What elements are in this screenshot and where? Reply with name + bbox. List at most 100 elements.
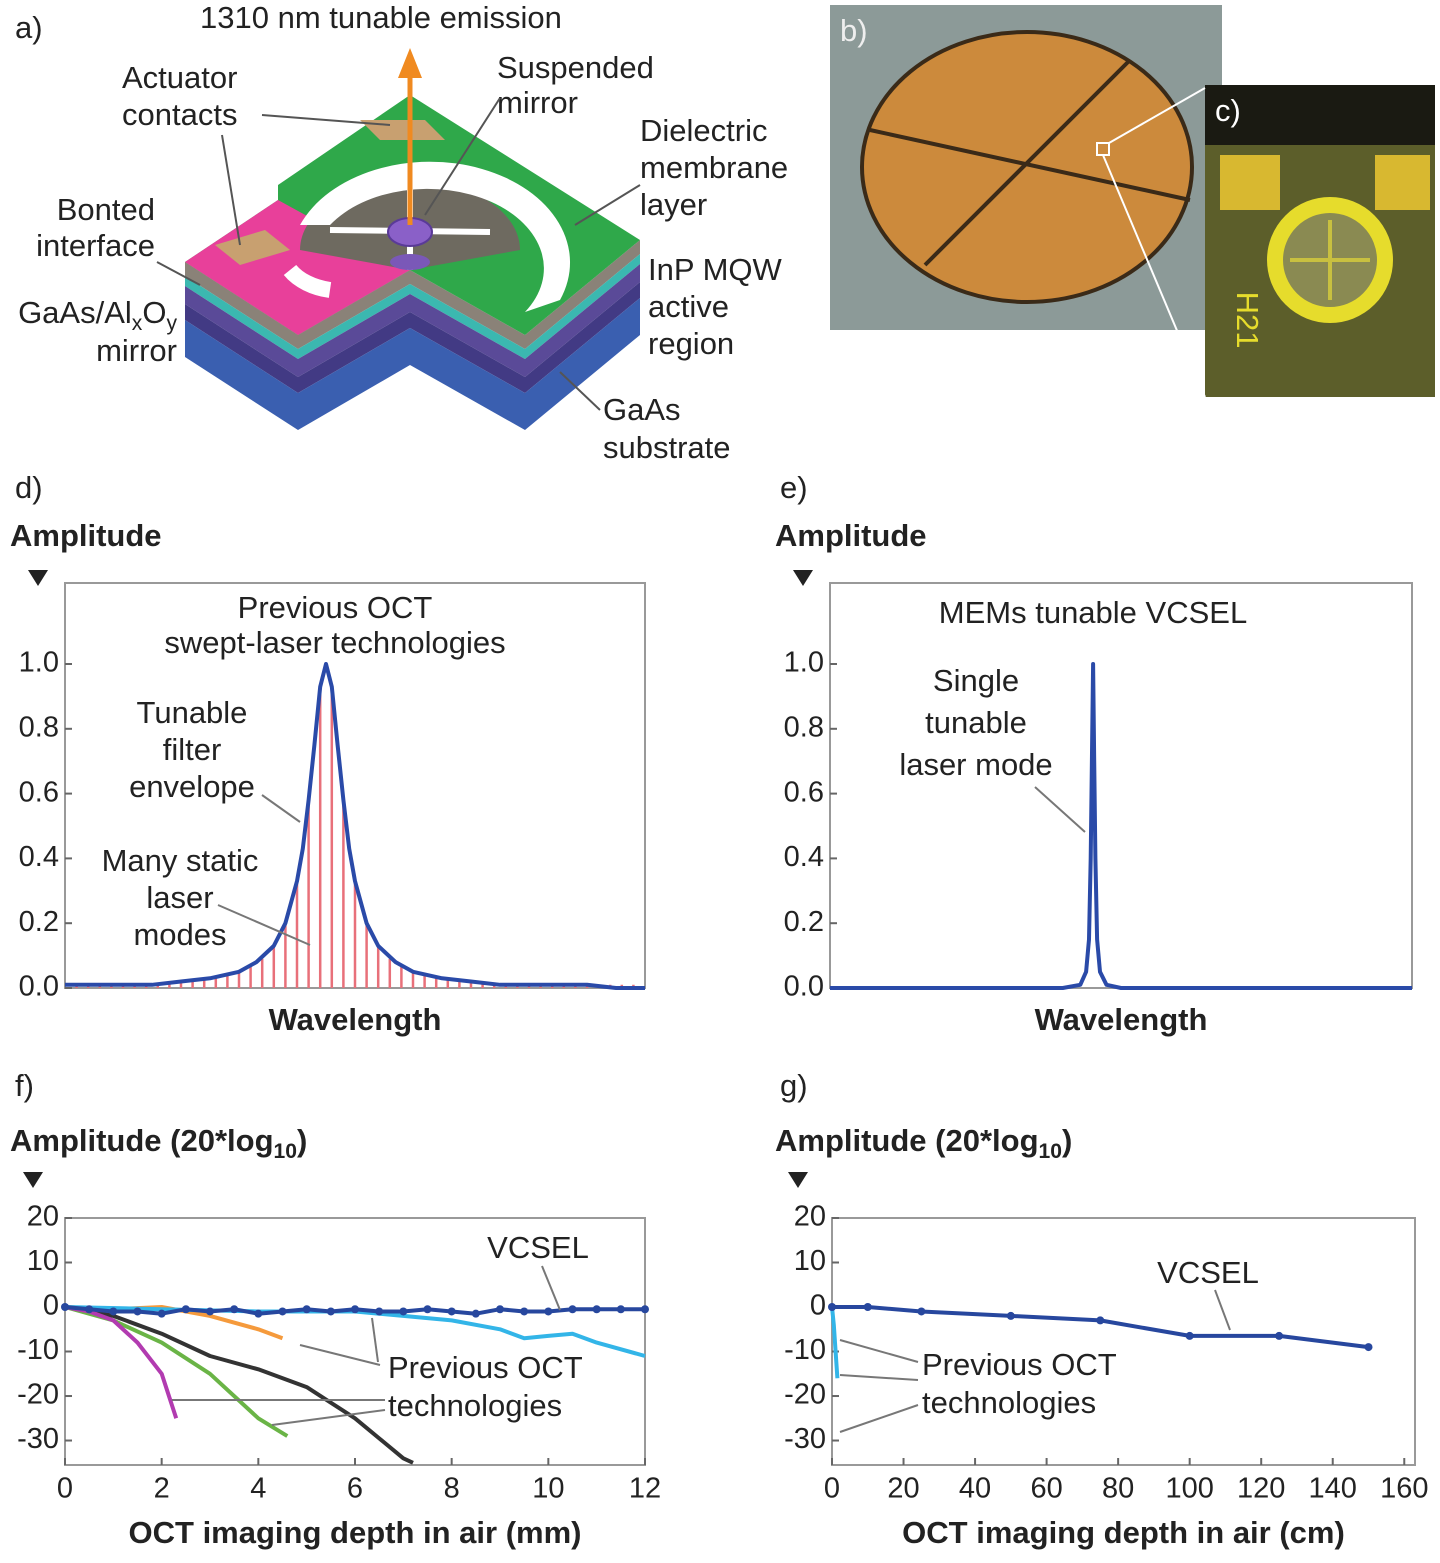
- x-axis-label: Wavelength: [269, 1002, 442, 1037]
- y-axis-label-part: Amplitude (20*log: [775, 1123, 1039, 1158]
- axis-arrow: [23, 1172, 43, 1188]
- layer-face: [185, 304, 298, 393]
- series-marker: [447, 1307, 456, 1316]
- active-region-label: active: [648, 289, 729, 324]
- panel-label: a): [15, 10, 43, 45]
- x-tick-label: 12: [629, 1473, 661, 1505]
- actuator-ring: [300, 161, 571, 312]
- panel-label: d): [15, 470, 43, 505]
- x-tick-label: 4: [250, 1473, 266, 1505]
- y-tick-label: 0.4: [19, 841, 59, 873]
- series-marker: [1096, 1316, 1105, 1325]
- layer-face: [525, 298, 640, 430]
- leader-line: [371, 1317, 379, 1363]
- panel-label: c): [1215, 93, 1241, 128]
- series-marker: [471, 1309, 480, 1318]
- interface-label: interface: [36, 228, 155, 263]
- series-marker: [828, 1303, 836, 1312]
- actuator-ring-inner: [283, 264, 332, 298]
- membrane-label: layer: [640, 187, 707, 222]
- layer-face: [525, 264, 640, 377]
- series-marker: [1364, 1343, 1373, 1352]
- series-marker: [85, 1305, 94, 1314]
- annotation: technologies: [922, 1385, 1096, 1420]
- layer-face: [298, 294, 410, 377]
- layer-face: [298, 284, 410, 359]
- y-axis-label: Amplitude (20*log10): [10, 1123, 307, 1162]
- layer-face: [185, 276, 298, 359]
- layer-face: [185, 320, 298, 430]
- substrate-label: GaAs: [603, 392, 681, 427]
- y-axis-label: Amplitude: [775, 518, 927, 553]
- interface-label: Bonted: [57, 192, 155, 227]
- panel-label: b): [840, 13, 868, 48]
- panel-label: g): [780, 1068, 808, 1103]
- emission-arrow-head: [398, 48, 422, 78]
- annotation: VCSEL: [1157, 1255, 1259, 1290]
- layer-face: [410, 294, 525, 377]
- series-line: [64, 1305, 414, 1465]
- series-marker: [399, 1307, 408, 1316]
- leader-line: [156, 261, 201, 286]
- dbr-label-part: GaAs/Al: [18, 295, 132, 330]
- y-tick-label: -20: [784, 1379, 826, 1411]
- bottom-mirror: [390, 254, 430, 270]
- die-cut: [923, 58, 1132, 267]
- die-cut: [869, 128, 1191, 202]
- series-marker: [863, 1303, 872, 1312]
- series-line: [830, 1306, 840, 1379]
- mirror-label: mirror: [497, 85, 578, 120]
- leader-line: [1102, 154, 1206, 398]
- series-marker: [568, 1305, 577, 1314]
- series-marker: [157, 1309, 166, 1318]
- layer-face: [185, 262, 298, 349]
- mirror-label: Suspended: [497, 50, 654, 85]
- annotation: tunable: [925, 705, 1027, 740]
- leader-line: [839, 1374, 919, 1381]
- x-tick-label: 100: [1165, 1473, 1213, 1505]
- leader-line: [1108, 87, 1206, 144]
- actuator-label: contacts: [122, 97, 237, 132]
- y-axis-label-part: ): [1062, 1123, 1072, 1158]
- y-tick-label: 0.0: [784, 971, 824, 1003]
- annotation: technologies: [388, 1388, 562, 1423]
- layer-face: [525, 254, 640, 359]
- series-marker: [61, 1303, 69, 1312]
- annotation: filter: [163, 732, 222, 767]
- series-marker: [326, 1307, 335, 1316]
- x-tick-label: 0: [824, 1473, 840, 1505]
- series-marker: [520, 1307, 529, 1316]
- x-tick-label: 2: [154, 1473, 170, 1505]
- y-tick-label: 1.0: [19, 647, 59, 679]
- series-marker: [254, 1309, 263, 1318]
- y-tick-label: 10: [27, 1245, 59, 1277]
- leader-line: [839, 1339, 919, 1363]
- series-marker: [1275, 1331, 1284, 1340]
- x-tick-label: 10: [532, 1473, 564, 1505]
- y-tick-label: 0.8: [784, 711, 824, 743]
- layer-face: [185, 286, 298, 377]
- annotation: MEMs tunable VCSEL: [939, 595, 1247, 630]
- series-marker: [302, 1305, 311, 1314]
- x-tick-label: 20: [887, 1473, 919, 1505]
- x-axis-label: Wavelength: [1035, 1002, 1208, 1037]
- y-tick-label: 10: [794, 1245, 826, 1277]
- y-tick-label: 0: [43, 1290, 59, 1322]
- x-tick-label: 6: [347, 1473, 363, 1505]
- y-tick-label: 0.6: [784, 776, 824, 808]
- leader-line: [1214, 1289, 1231, 1331]
- series-marker: [230, 1305, 239, 1314]
- y-tick-label: -10: [784, 1334, 826, 1366]
- pad: [1375, 155, 1430, 210]
- series-marker: [641, 1305, 649, 1314]
- series-line: [65, 662, 645, 990]
- annotation: VCSEL: [487, 1230, 589, 1265]
- membrane-label: membrane: [640, 150, 788, 185]
- x-tick-label: 80: [1102, 1473, 1134, 1505]
- series-marker: [351, 1305, 359, 1314]
- dbr-label-part: x: [132, 312, 143, 335]
- y-tick-label: 20: [794, 1201, 826, 1233]
- pad: [1220, 155, 1280, 210]
- annotation: Previous OCT: [238, 590, 433, 625]
